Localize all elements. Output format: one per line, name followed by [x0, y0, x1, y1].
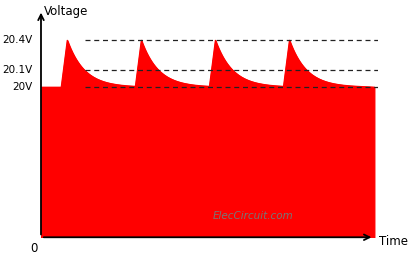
Text: 20.4V: 20.4V — [2, 35, 32, 45]
Text: 0: 0 — [30, 242, 37, 255]
Text: ElecCircuit.com: ElecCircuit.com — [213, 211, 293, 221]
Text: 20V: 20V — [12, 82, 32, 92]
Text: Time: Time — [379, 235, 408, 249]
Text: 20.1V: 20.1V — [2, 65, 32, 75]
Text: Voltage: Voltage — [44, 5, 88, 18]
